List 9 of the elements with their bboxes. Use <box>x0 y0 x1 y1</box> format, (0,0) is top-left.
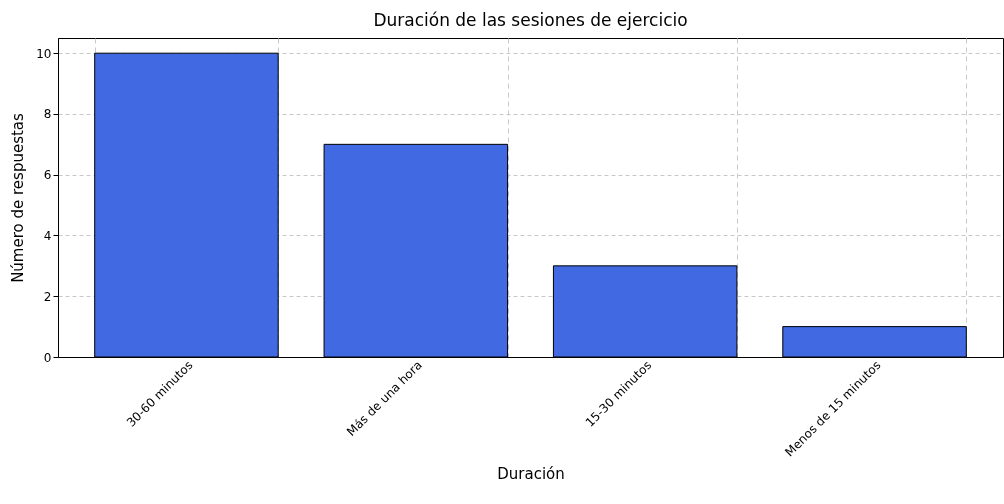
y-tick-label: 0 <box>43 350 52 365</box>
y-tick-label: 2 <box>43 289 52 304</box>
x-axis-title: Duración <box>497 464 565 483</box>
y-tick-label: 4 <box>43 228 52 243</box>
y-tick-label: 10 <box>36 46 52 61</box>
chart-title: Duración de las sesiones de ejercicio <box>373 10 688 30</box>
y-tick-label: 8 <box>43 107 52 122</box>
y-axis-title: Número de respuestas <box>9 112 28 283</box>
y-tick-label: 6 <box>43 168 52 183</box>
